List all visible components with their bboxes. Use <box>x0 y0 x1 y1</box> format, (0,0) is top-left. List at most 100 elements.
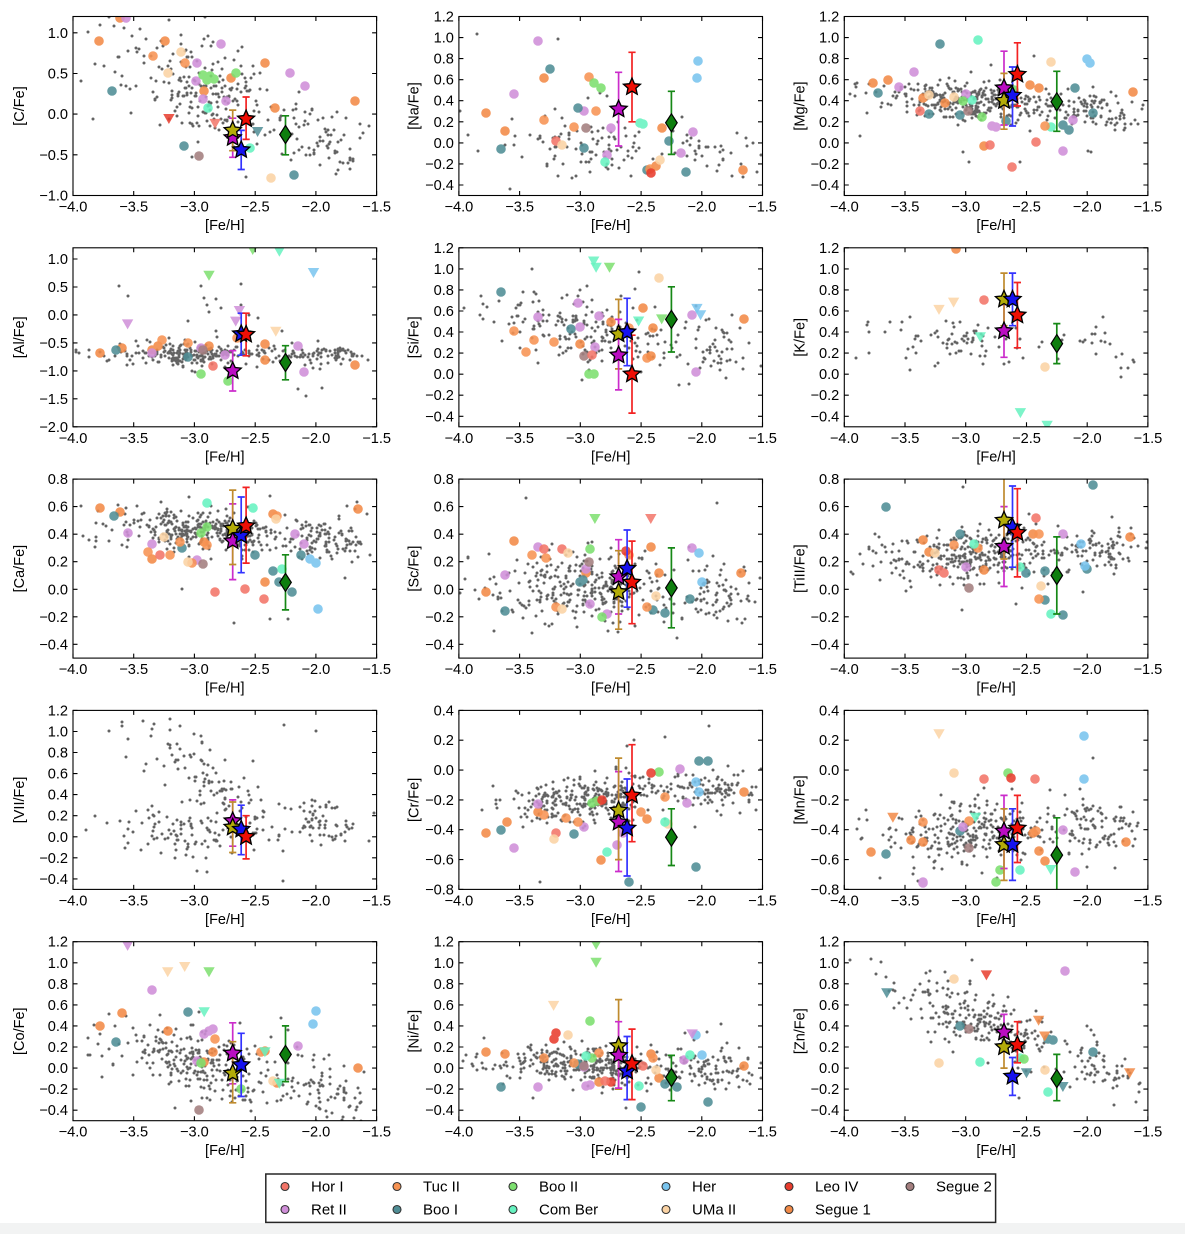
svg-text:[Fe/H]: [Fe/H] <box>205 218 244 234</box>
svg-text:1.0: 1.0 <box>819 956 839 972</box>
svg-text:UMa II: UMa II <box>692 1202 736 1219</box>
svg-text:0.8: 0.8 <box>434 283 454 299</box>
svg-text:−1.5: −1.5 <box>362 893 391 909</box>
svg-text:0.6: 0.6 <box>819 73 839 89</box>
svg-text:0.8: 0.8 <box>819 52 839 68</box>
svg-text:0.6: 0.6 <box>48 767 68 783</box>
svg-text:−0.4: −0.4 <box>425 1103 454 1119</box>
svg-text:[Si/Fe]: [Si/Fe] <box>407 316 423 358</box>
svg-text:0.8: 0.8 <box>819 472 839 488</box>
svg-text:−1.5: −1.5 <box>1133 200 1162 216</box>
svg-text:−0.2: −0.2 <box>39 610 68 626</box>
svg-text:[Fe/H]: [Fe/H] <box>976 681 1015 697</box>
svg-text:0.2: 0.2 <box>434 1040 454 1056</box>
svg-text:1.2: 1.2 <box>819 241 839 257</box>
svg-text:−2.5: −2.5 <box>241 431 270 447</box>
svg-text:−0.4: −0.4 <box>425 178 454 194</box>
svg-text:−0.2: −0.2 <box>810 1082 839 1098</box>
svg-text:0.6: 0.6 <box>819 500 839 516</box>
svg-text:−0.4: −0.4 <box>810 178 839 194</box>
svg-text:0.8: 0.8 <box>819 283 839 299</box>
svg-text:0.8: 0.8 <box>48 746 68 762</box>
svg-text:−3.5: −3.5 <box>505 200 534 216</box>
svg-text:1.0: 1.0 <box>819 262 839 278</box>
svg-text:−2.0: −2.0 <box>687 662 716 678</box>
svg-text:0.4: 0.4 <box>819 527 839 543</box>
svg-text:0.6: 0.6 <box>434 304 454 320</box>
svg-text:1.2: 1.2 <box>434 935 454 951</box>
svg-text:−3.0: −3.0 <box>951 200 980 216</box>
svg-text:[Cr/Fe]: [Cr/Fe] <box>407 778 423 822</box>
svg-text:0.0: 0.0 <box>434 763 454 779</box>
svg-text:−3.0: −3.0 <box>180 1125 209 1141</box>
svg-text:−2.5: −2.5 <box>1012 200 1041 216</box>
svg-text:−2.5: −2.5 <box>1012 893 1041 909</box>
svg-text:0.6: 0.6 <box>48 998 68 1014</box>
svg-text:1.2: 1.2 <box>819 10 839 26</box>
svg-text:0.6: 0.6 <box>48 500 68 516</box>
svg-text:0.8: 0.8 <box>819 977 839 993</box>
svg-text:−2.0: −2.0 <box>687 893 716 909</box>
svg-text:0.4: 0.4 <box>48 527 68 543</box>
svg-text:−0.2: −0.2 <box>810 610 839 626</box>
svg-text:[Al/Fe]: [Al/Fe] <box>12 316 28 358</box>
svg-text:1.0: 1.0 <box>48 956 68 972</box>
svg-text:[Fe/H]: [Fe/H] <box>976 1143 1015 1159</box>
svg-text:0.5: 0.5 <box>48 280 68 296</box>
svg-text:−2.0: −2.0 <box>301 662 330 678</box>
svg-text:−0.2: −0.2 <box>425 793 454 809</box>
svg-text:−2.5: −2.5 <box>627 893 656 909</box>
svg-text:−4.0: −4.0 <box>444 431 473 447</box>
svg-text:−0.4: −0.4 <box>810 823 839 839</box>
svg-text:−3.5: −3.5 <box>891 893 920 909</box>
svg-text:−2.0: −2.0 <box>301 1125 330 1141</box>
svg-text:Segue 2: Segue 2 <box>936 1179 992 1196</box>
svg-text:0.8: 0.8 <box>434 472 454 488</box>
svg-text:[Ni/Fe]: [Ni/Fe] <box>407 1010 423 1053</box>
svg-text:0.5: 0.5 <box>48 67 68 83</box>
svg-text:0.4: 0.4 <box>434 325 454 341</box>
svg-text:−4.0: −4.0 <box>59 893 88 909</box>
svg-text:−2.5: −2.5 <box>627 200 656 216</box>
svg-text:[Ca/Fe]: [Ca/Fe] <box>12 545 28 593</box>
svg-text:−4.0: −4.0 <box>444 1125 473 1141</box>
svg-text:−1.0: −1.0 <box>39 189 68 205</box>
svg-text:0.0: 0.0 <box>819 763 839 779</box>
svg-text:−0.4: −0.4 <box>425 637 454 653</box>
svg-text:−1.5: −1.5 <box>362 200 391 216</box>
svg-text:−0.5: −0.5 <box>39 336 68 352</box>
svg-text:[Fe/H]: [Fe/H] <box>205 912 244 928</box>
svg-text:[Fe/H]: [Fe/H] <box>591 1143 630 1159</box>
svg-text:−0.6: −0.6 <box>810 853 839 869</box>
svg-text:0.0: 0.0 <box>434 582 454 598</box>
svg-text:−3.0: −3.0 <box>180 893 209 909</box>
svg-text:−4.0: −4.0 <box>830 662 859 678</box>
svg-text:−3.5: −3.5 <box>505 662 534 678</box>
svg-text:−2.5: −2.5 <box>627 431 656 447</box>
svg-text:−2.0: −2.0 <box>1073 431 1102 447</box>
svg-text:−3.0: −3.0 <box>566 200 595 216</box>
svg-text:0.8: 0.8 <box>48 977 68 993</box>
svg-text:−4.0: −4.0 <box>444 893 473 909</box>
svg-text:−1.5: −1.5 <box>1133 431 1162 447</box>
svg-text:−1.5: −1.5 <box>1133 1125 1162 1141</box>
svg-text:−3.0: −3.0 <box>951 662 980 678</box>
svg-text:0.2: 0.2 <box>434 733 454 749</box>
svg-text:Ret II: Ret II <box>311 1202 347 1219</box>
svg-text:0.4: 0.4 <box>819 703 839 719</box>
svg-text:Com Ber: Com Ber <box>539 1202 598 1219</box>
svg-text:0.0: 0.0 <box>48 582 68 598</box>
svg-text:0.6: 0.6 <box>434 998 454 1014</box>
svg-text:−2.0: −2.0 <box>1073 1125 1102 1141</box>
svg-text:[Fe/H]: [Fe/H] <box>591 449 630 465</box>
svg-text:−0.6: −0.6 <box>425 853 454 869</box>
svg-text:0.6: 0.6 <box>819 998 839 1014</box>
svg-text:−4.0: −4.0 <box>59 1125 88 1141</box>
svg-text:0.2: 0.2 <box>48 555 68 571</box>
svg-text:−3.5: −3.5 <box>119 431 148 447</box>
svg-text:−3.5: −3.5 <box>505 893 534 909</box>
svg-text:1.0: 1.0 <box>48 26 68 42</box>
svg-text:−3.5: −3.5 <box>119 893 148 909</box>
svg-text:0.6: 0.6 <box>819 304 839 320</box>
svg-text:−2.5: −2.5 <box>1012 662 1041 678</box>
